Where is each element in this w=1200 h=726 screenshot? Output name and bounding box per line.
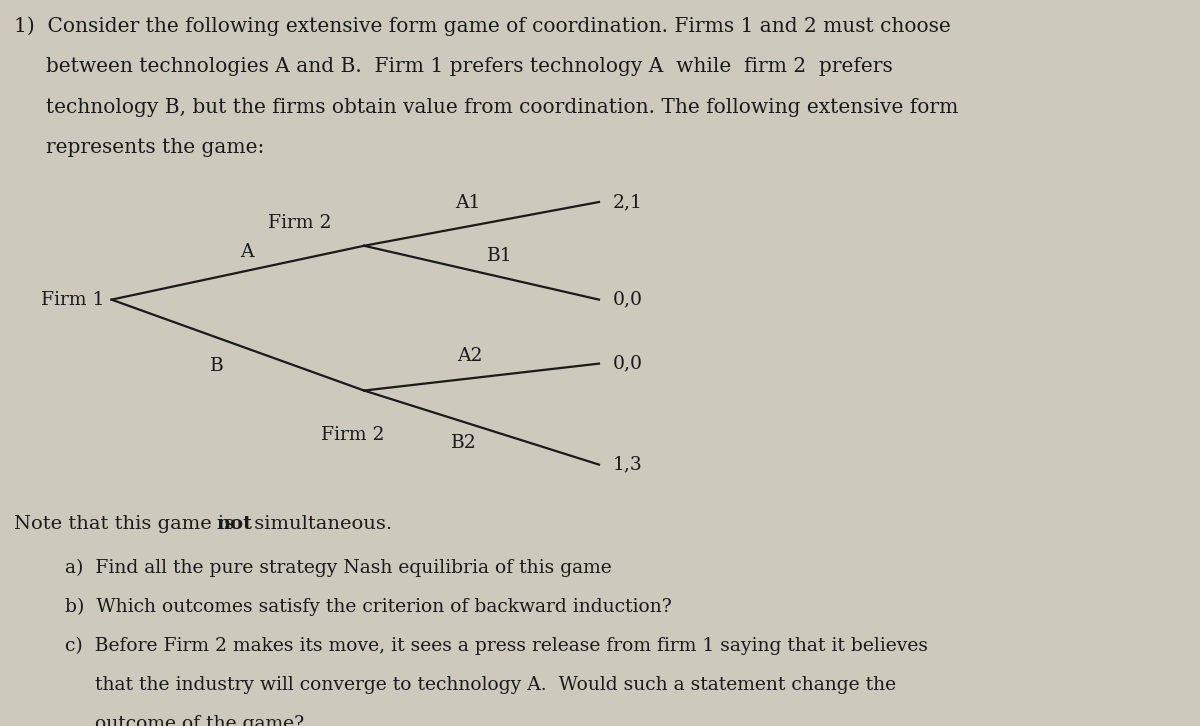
Text: B2: B2 xyxy=(451,434,476,452)
Text: 1)  Consider the following extensive form game of coordination. Firms 1 and 2 mu: 1) Consider the following extensive form… xyxy=(14,17,950,36)
Text: 0,0: 0,0 xyxy=(613,354,643,372)
Text: A2: A2 xyxy=(457,347,482,365)
Text: A1: A1 xyxy=(455,194,480,212)
Text: between technologies A and B.  Firm 1 prefers technology A  while  firm 2  prefe: between technologies A and B. Firm 1 pre… xyxy=(14,57,893,76)
Text: 1,3: 1,3 xyxy=(613,456,643,473)
Text: b)  Which outcomes satisfy the criterion of backward induction?: b) Which outcomes satisfy the criterion … xyxy=(65,598,671,616)
Text: c)  Before Firm 2 makes its move, it sees a press release from firm 1 saying tha: c) Before Firm 2 makes its move, it sees… xyxy=(65,637,928,656)
Text: B1: B1 xyxy=(487,247,514,264)
Text: Firm 1: Firm 1 xyxy=(41,290,104,309)
Text: outcome of the game?: outcome of the game? xyxy=(65,715,304,726)
Text: Firm 2: Firm 2 xyxy=(268,214,331,232)
Text: A: A xyxy=(240,242,254,261)
Text: a)  Find all the pure strategy Nash equilibria of this game: a) Find all the pure strategy Nash equil… xyxy=(65,559,611,577)
Text: Note that this game is: Note that this game is xyxy=(14,515,240,533)
Text: B: B xyxy=(210,357,223,375)
Text: 2,1: 2,1 xyxy=(613,193,643,211)
Text: that the industry will converge to technology A.  Would such a statement change : that the industry will converge to techn… xyxy=(65,676,895,694)
Text: technology B, but the firms obtain value from coordination. The following extens: technology B, but the firms obtain value… xyxy=(14,97,959,117)
Text: represents the game:: represents the game: xyxy=(14,138,264,157)
Text: not: not xyxy=(217,515,253,533)
Text: Firm 2: Firm 2 xyxy=(320,425,384,444)
Text: 0,0: 0,0 xyxy=(613,290,643,309)
Text: simultaneous.: simultaneous. xyxy=(248,515,392,533)
